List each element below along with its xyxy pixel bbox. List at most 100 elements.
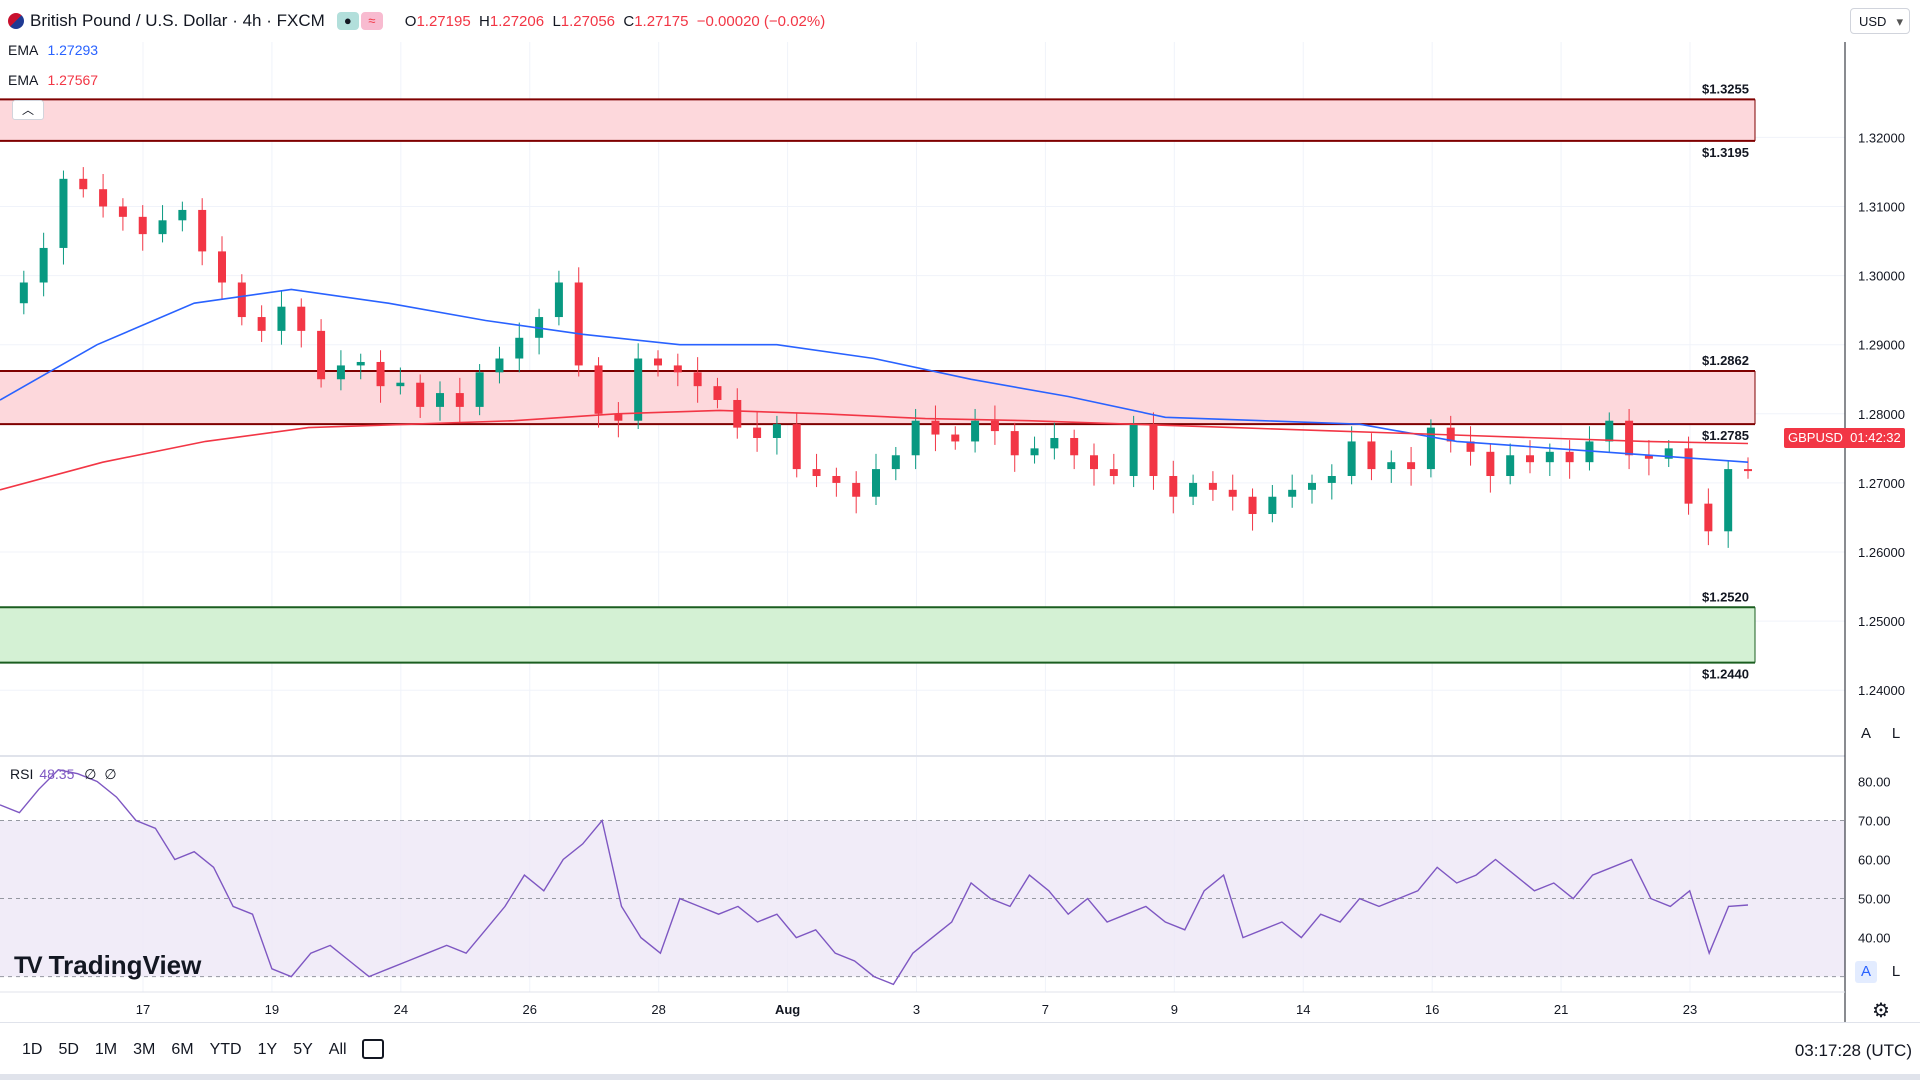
candle-body (1466, 441, 1475, 452)
ema-fast-legend[interactable]: EMA 1.27293 (8, 42, 99, 58)
symbol-title[interactable]: British Pound / U.S. Dollar · 4h · FXCM (30, 11, 325, 30)
candle-body (852, 482, 861, 497)
zone-resistance (0, 99, 1755, 141)
candle-body (79, 178, 88, 190)
rsi-log-scale-button[interactable]: L (1891, 963, 1901, 980)
candle-body (1684, 448, 1693, 504)
price-tick-label: 1.31000 (1858, 199, 1905, 214)
candle-body (475, 372, 484, 407)
tf-all[interactable]: All (328, 1041, 347, 1058)
candle-body (1129, 424, 1138, 477)
settings-gear-icon[interactable]: ⚙ (1872, 1000, 1890, 1022)
candle-body (1744, 469, 1752, 472)
tf-1d[interactable]: 1D (22, 1041, 43, 1058)
green-dot-icon: ● (336, 12, 359, 30)
candle-body (1407, 462, 1416, 470)
bottom-toolbar: 1D 5D 1M 3M 6M YTD 1Y 5Y All 03:17:28 (U… (0, 1022, 1920, 1081)
time-tick-label: 21 (1554, 1002, 1568, 1017)
candle-body (436, 393, 444, 407)
time-tick-label: 17 (136, 1002, 150, 1017)
ema-slow-legend[interactable]: EMA 1.27567 (8, 72, 99, 88)
tv-logo-icon: TV (14, 951, 43, 979)
tf-1m[interactable]: 1M (94, 1041, 118, 1058)
candles (19, 167, 1752, 548)
tf-6m[interactable]: 6M (171, 1041, 194, 1058)
tf-ytd[interactable]: YTD (209, 1041, 242, 1058)
candle-body (237, 282, 246, 318)
currency-select[interactable]: USD (1850, 8, 1910, 35)
candle-body (1268, 496, 1277, 515)
tf-5d[interactable]: 5D (58, 1041, 79, 1058)
time-tick-label: 7 (1042, 1002, 1049, 1017)
log-scale-button[interactable]: L (1891, 725, 1901, 742)
candle-body (614, 413, 623, 421)
tf-5y[interactable]: 5Y (293, 1041, 313, 1058)
price-tick-label: 1.32000 (1858, 130, 1905, 145)
ema-slow-line (0, 409, 1749, 491)
candle-body (317, 330, 326, 380)
candle-body (138, 216, 147, 235)
candle-body (1486, 451, 1495, 477)
candle-body (1347, 441, 1356, 477)
tf-1y[interactable]: 1Y (257, 1041, 278, 1058)
candle-body (376, 361, 385, 387)
collapse-legend-button[interactable]: ︿ (12, 100, 44, 120)
candle-body (1288, 489, 1297, 497)
rsi-legend[interactable]: RSI 48.35 ∅ ∅ (10, 766, 117, 782)
candle-body (515, 337, 524, 359)
rsi-auto-scale-button[interactable]: A (1855, 961, 1877, 983)
candle-body (713, 386, 722, 400)
candle-body (832, 476, 841, 483)
candle-body (990, 420, 999, 432)
rsi-tick-label: 70.00 (1858, 814, 1891, 829)
calendar-icon[interactable] (362, 1039, 384, 1059)
candle-body (1308, 482, 1316, 490)
candle-body (594, 365, 603, 414)
time-tick-label: 14 (1296, 1002, 1310, 1017)
time-tick-label: 28 (651, 1002, 665, 1017)
bottom-strip (0, 1074, 1920, 1080)
candle-body (1387, 462, 1396, 470)
candle-body (1506, 455, 1515, 477)
tf-3m[interactable]: 3M (133, 1041, 156, 1058)
candle-body (416, 382, 425, 407)
indicator-toggle[interactable]: ● ≈ (336, 12, 383, 30)
candle-body (1545, 451, 1554, 463)
zone-bottom-label: $1.3195 (1702, 145, 1749, 160)
price-tick-label: 1.24000 (1858, 683, 1905, 698)
candle-body (753, 427, 762, 438)
candle-body (1189, 482, 1198, 497)
price-tick-label: 1.25000 (1858, 614, 1905, 629)
zone-top-label: $1.2862 (1702, 353, 1749, 368)
candle-body (1565, 451, 1574, 463)
tradingview-logo: TV TradingView (14, 950, 202, 980)
price-tick-label: 1.26000 (1858, 545, 1905, 560)
ema-fast-line (0, 288, 1749, 463)
rsi-tick-label: 50.00 (1858, 892, 1891, 907)
candle-body (198, 209, 207, 252)
candle-body (812, 469, 821, 477)
candle-body (872, 469, 880, 497)
candle-body (336, 365, 345, 380)
candle-body (911, 420, 920, 456)
candle-body (396, 382, 405, 387)
time-tick-label: 26 (523, 1002, 537, 1017)
candle-body (772, 424, 781, 438)
auto-scale-button[interactable]: A (1860, 725, 1871, 742)
candle-body (356, 361, 365, 366)
candle-body (1090, 455, 1098, 470)
ema-lines (0, 288, 1749, 491)
candle-body (178, 209, 187, 221)
candle-body (1050, 437, 1059, 449)
candle-body (1605, 420, 1614, 442)
candle-body (277, 306, 286, 331)
rsi-tick-label: 60.00 (1858, 853, 1891, 868)
candle-body (1724, 469, 1733, 532)
candle-body (297, 306, 306, 331)
price-tick-label: 1.30000 (1858, 269, 1905, 284)
utc-clock[interactable]: 03:17:28 (UTC) (1794, 1041, 1912, 1060)
zone-resistance (0, 370, 1755, 425)
price-tick-label: 1.28000 (1858, 407, 1905, 422)
price-tick-label: 1.27000 (1858, 476, 1905, 491)
